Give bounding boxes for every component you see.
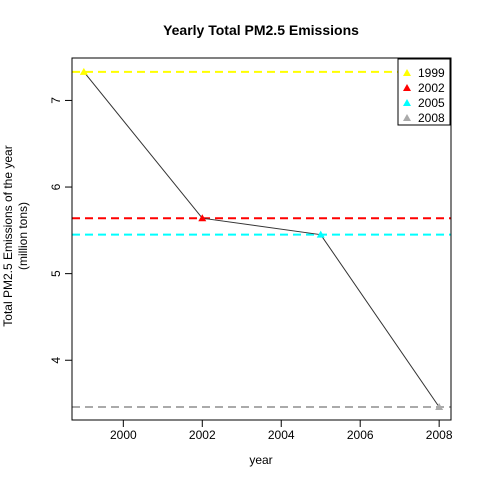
- y-axis-label-line2: (million tons): [16, 202, 30, 270]
- x-tick-label-2000: 2000: [110, 428, 137, 442]
- legend-label-2008: 2008: [418, 111, 445, 125]
- legend-label-2002: 2002: [418, 81, 445, 95]
- y-axis-label-line1: Total PM2.5 Emissions of the year: [1, 145, 15, 326]
- plot-frame: [72, 58, 451, 420]
- chart-title: Yearly Total PM2.5 Emissions: [163, 22, 359, 38]
- y-tick-label-5: 5: [49, 270, 63, 277]
- y-tick-label-7: 7: [49, 97, 63, 104]
- x-tick-label-2002: 2002: [189, 428, 216, 442]
- x-axis-label: year: [249, 453, 272, 467]
- legend-label-2005: 2005: [418, 96, 445, 110]
- emissions-series-line: [84, 72, 439, 407]
- legend-label-1999: 1999: [418, 66, 445, 80]
- y-tick-label-6: 6: [49, 183, 63, 190]
- x-tick-label-2008: 2008: [426, 428, 453, 442]
- y-tick-label-4: 4: [49, 357, 63, 364]
- x-tick-label-2006: 2006: [347, 428, 374, 442]
- x-tick-label-2004: 2004: [268, 428, 295, 442]
